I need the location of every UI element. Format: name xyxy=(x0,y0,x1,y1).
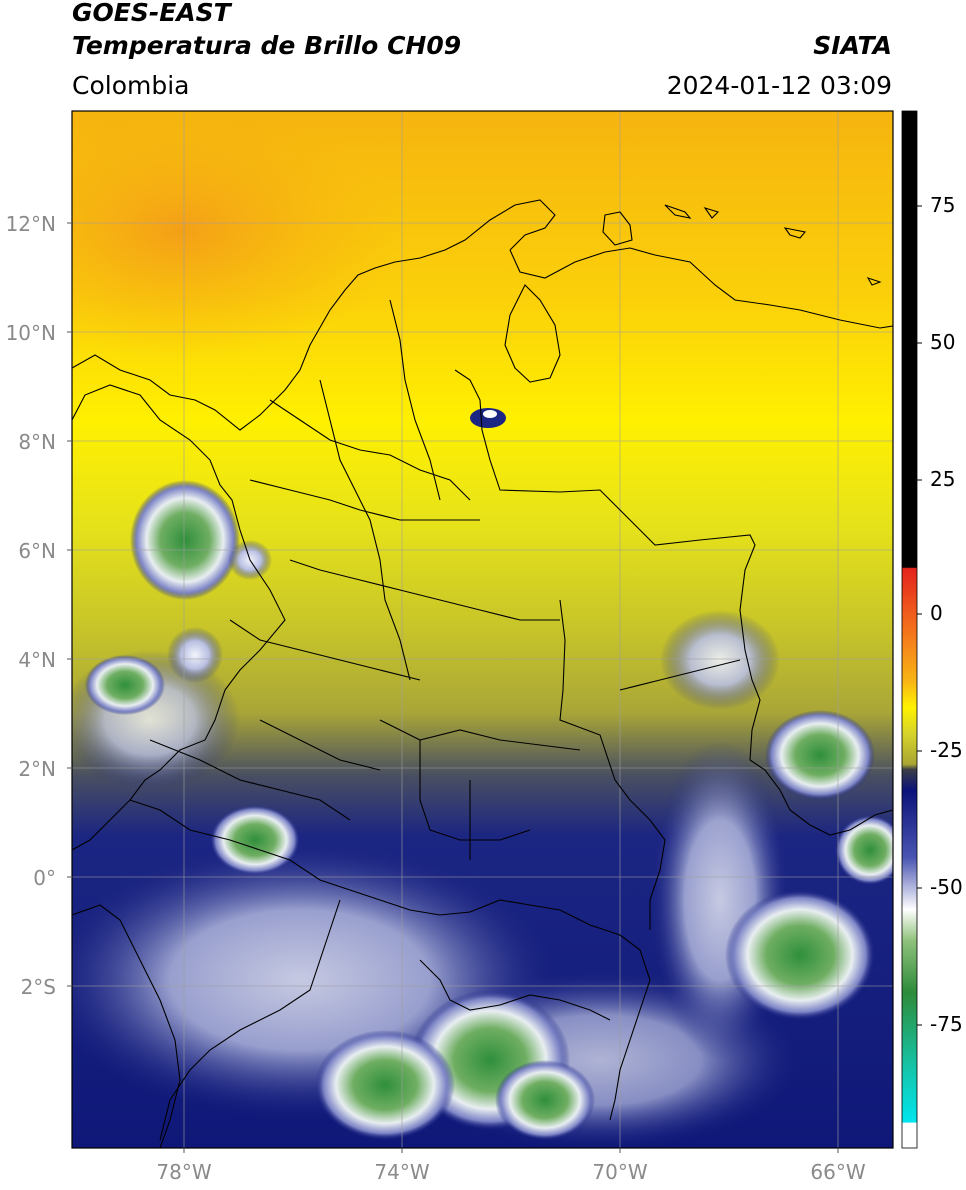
colorbar xyxy=(901,110,918,1149)
lat-label-2n: 2°N xyxy=(18,757,56,781)
map-frame xyxy=(71,110,894,1149)
lon-label-78w: 78°W xyxy=(156,1160,212,1184)
graticule xyxy=(72,111,893,1148)
colorbar-label-neg75: -75 xyxy=(930,1012,963,1036)
lon-label-66w: 66°W xyxy=(810,1160,866,1184)
lat-label-4n: 4°N xyxy=(18,648,56,672)
lat-label-6n: 6°N xyxy=(18,539,56,563)
brand-label: SIATA xyxy=(813,31,892,60)
lat-label-10n: 10°N xyxy=(5,321,56,345)
title-line1: GOES-EAST xyxy=(72,0,231,27)
lat-label-2s: 2°S xyxy=(20,975,56,999)
colorbar-label-75: 75 xyxy=(930,193,956,217)
lat-label-12n: 12°N xyxy=(5,212,56,236)
lat-label-8n: 8°N xyxy=(18,430,56,454)
colorbar-label-neg50: -50 xyxy=(930,875,963,899)
timestamp-label: 2024-01-12 03:09 xyxy=(666,71,892,100)
region-label: Colombia xyxy=(72,71,190,100)
colorbar-label-25: 25 xyxy=(930,467,956,491)
lat-label-0: 0° xyxy=(33,866,56,890)
lon-label-70w: 70°W xyxy=(592,1160,648,1184)
colorbar-ticks xyxy=(917,205,922,1026)
temperature-field xyxy=(72,111,893,1148)
colorbar-label-50: 50 xyxy=(930,330,956,354)
colorbar-label-neg25: -25 xyxy=(930,738,963,762)
colorbar-label-0: 0 xyxy=(930,601,943,625)
title-line2: Temperatura de Brillo CH09 xyxy=(72,31,462,60)
country-borders xyxy=(72,199,893,1148)
axis-ticks xyxy=(67,222,839,1153)
lon-label-74w: 74°W xyxy=(374,1160,430,1184)
